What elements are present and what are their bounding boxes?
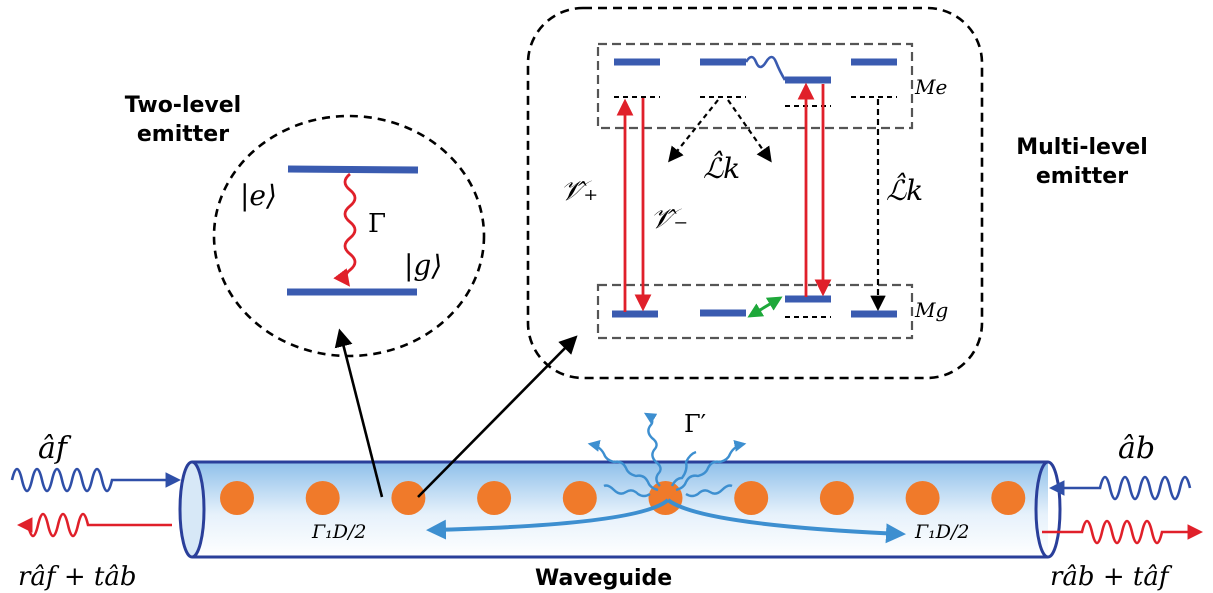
pointer-to-two-level bbox=[334, 328, 384, 498]
outgoing-right-photon bbox=[1042, 519, 1204, 545]
atom bbox=[305, 481, 340, 515]
gamma-prime-label: Γ′ bbox=[684, 410, 706, 438]
multi-level-title-line1: Multi-level bbox=[1016, 135, 1148, 160]
atom bbox=[477, 481, 512, 515]
free-space-emission bbox=[587, 412, 747, 498]
two-level-title-line2: emitter bbox=[137, 122, 229, 147]
two-level-emitter: Two-level emitter |e⟩ |g⟩ Γ bbox=[125, 93, 486, 358]
guided-emission: Γ₁D/2 Γ₁D/2 bbox=[311, 498, 970, 544]
incoming-forward-photon bbox=[10, 467, 182, 493]
excited-manifold-box bbox=[596, 42, 914, 130]
l-k-label-right: ℒ̂k bbox=[886, 172, 923, 207]
outgoing-left-photon bbox=[16, 512, 172, 538]
left-output-label: râf + tâb bbox=[18, 562, 136, 592]
atom bbox=[648, 481, 683, 515]
waveguide-left-end bbox=[178, 460, 206, 559]
right-guided-arrow bbox=[666, 498, 906, 544]
ground-manifold-box bbox=[596, 283, 914, 340]
multi-level-emitter: Multi-level emitter Me Mg bbox=[526, 6, 1148, 380]
photons-left bbox=[10, 467, 182, 538]
atom bbox=[220, 481, 254, 515]
ground-coupling-arrow bbox=[747, 296, 783, 318]
atom bbox=[391, 481, 426, 515]
atom bbox=[905, 481, 940, 515]
atom bbox=[734, 481, 769, 515]
ket-g-label: |g⟩ bbox=[404, 249, 442, 282]
lindblad-arrow-right bbox=[727, 99, 772, 163]
left-guided-arrow bbox=[426, 498, 670, 540]
l-k-label-center: ℒ̂k bbox=[703, 150, 740, 185]
v-plus-label: 𝒱̂₊ bbox=[560, 174, 598, 207]
right-output-label: râb + tâf bbox=[1050, 562, 1173, 592]
lindblad-arrow-left bbox=[668, 99, 719, 163]
m-e-label: Me bbox=[914, 75, 947, 99]
gamma-1d-right-label: Γ₁D/2 bbox=[914, 521, 970, 543]
atom bbox=[991, 481, 1026, 515]
incoming-backward-photon bbox=[1048, 475, 1192, 501]
excited-sublevels bbox=[614, 58, 897, 84]
two-level-title-line1: Two-level bbox=[125, 93, 241, 118]
a-f-label: âf bbox=[38, 431, 72, 466]
excited-level bbox=[287, 165, 419, 174]
excited-virtual-levels bbox=[614, 96, 897, 107]
ground-sublevels bbox=[612, 295, 897, 318]
gamma-label: Γ bbox=[368, 209, 386, 239]
ket-e-label: |e⟩ bbox=[240, 179, 277, 212]
a-b-label: âb bbox=[1118, 431, 1155, 466]
atom bbox=[562, 481, 597, 515]
photons-right bbox=[1042, 475, 1204, 545]
multi-level-zoom-box bbox=[526, 6, 984, 380]
v-minus-label: 𝒱̂₋ bbox=[650, 202, 688, 235]
atom bbox=[819, 481, 854, 515]
two-level-zoom-circle bbox=[212, 114, 486, 358]
m-g-label: Mg bbox=[914, 298, 948, 322]
decay-wavy-arrow bbox=[333, 172, 357, 287]
waveguide-right-end bbox=[1034, 460, 1062, 559]
multi-level-title-line2: emitter bbox=[1036, 164, 1128, 189]
gamma-1d-left-label: Γ₁D/2 bbox=[311, 521, 367, 543]
excited-coupling-wave bbox=[744, 55, 787, 81]
waveguide-label: Waveguide bbox=[535, 566, 672, 591]
